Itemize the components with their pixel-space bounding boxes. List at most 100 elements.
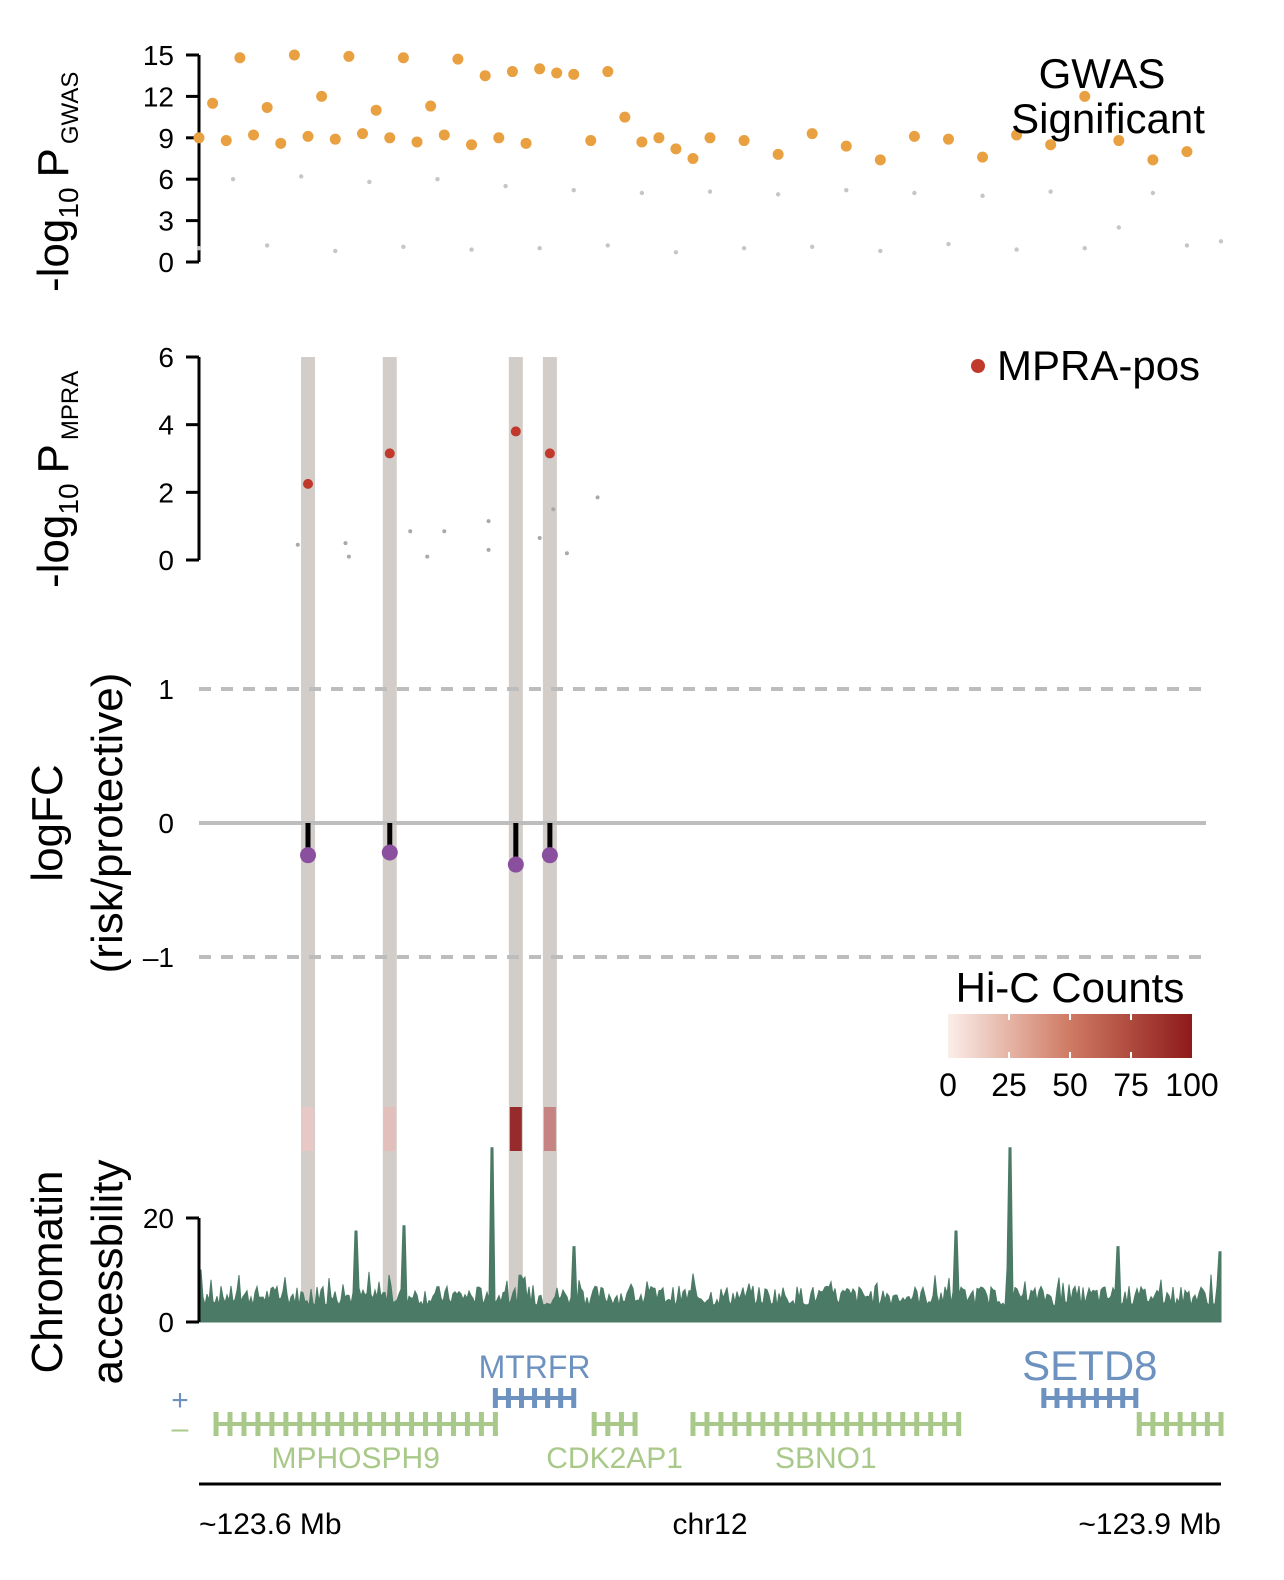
gwas-sig-point bbox=[397, 52, 409, 64]
highlight-bands bbox=[301, 357, 557, 1305]
logfc-points bbox=[300, 823, 558, 873]
mpra-other-point bbox=[486, 519, 491, 524]
gwas-sig-point bbox=[1011, 129, 1023, 141]
gwas-nonsig-point bbox=[503, 183, 508, 189]
mpra-other-point bbox=[295, 542, 300, 547]
gwas-sig-point bbox=[370, 104, 382, 116]
minus-gene-exon bbox=[1191, 1412, 1197, 1436]
gwas-sig-point bbox=[411, 136, 423, 148]
gwas-sig-point bbox=[261, 101, 273, 113]
gwas-sig-point bbox=[704, 132, 716, 144]
plus-gene-exon bbox=[1120, 1388, 1126, 1408]
gwas-y-label-main: -log bbox=[29, 219, 78, 292]
plus-gene-exon bbox=[1041, 1388, 1047, 1408]
minus-gene-exon bbox=[1177, 1412, 1183, 1436]
mpra-other-point bbox=[551, 507, 556, 512]
minus-gene-exon bbox=[395, 1412, 401, 1436]
minus-gene-exon bbox=[478, 1412, 484, 1436]
gwas-sig-point bbox=[636, 136, 648, 148]
minus-gene-exon bbox=[311, 1412, 317, 1436]
gwas-sig-point bbox=[288, 49, 300, 61]
gwas-sig-point bbox=[234, 52, 246, 64]
gwas-sig-point bbox=[977, 151, 989, 163]
gwas-nonsig-point bbox=[401, 244, 406, 250]
minus-gene-exon bbox=[367, 1412, 373, 1436]
mpra-y-label-p: P bbox=[29, 444, 78, 473]
gwas-sig-point bbox=[1079, 90, 1091, 102]
genes-plus-strand: MTRFR SETD8 bbox=[479, 1342, 1158, 1408]
hic-scale-label: 50 bbox=[1052, 1067, 1088, 1103]
mpra-other-point bbox=[595, 495, 600, 500]
gwas-sig-point bbox=[670, 143, 682, 155]
hic-scale-label: 75 bbox=[1113, 1067, 1149, 1103]
hic-tile bbox=[509, 1107, 522, 1151]
accessibility-tick-label: 0 bbox=[158, 1307, 174, 1338]
mpra-tick-label: 0 bbox=[158, 545, 174, 576]
accessibility-y-label-line2: accessbility bbox=[83, 1160, 132, 1385]
logfc-panel: 1 0 –1 logFC (risk/protective) bbox=[23, 673, 1206, 974]
minus-gene-exon bbox=[227, 1412, 233, 1436]
minus-gene-exon bbox=[802, 1412, 808, 1436]
gwas-nonsig-point bbox=[1184, 243, 1190, 248]
minus-gene-exon bbox=[339, 1412, 345, 1436]
hic-tile bbox=[302, 1107, 315, 1151]
minus-gene-exon bbox=[718, 1412, 724, 1436]
gwas-sig-point bbox=[551, 67, 563, 79]
logfc-y-label-line2: (risk/protective) bbox=[83, 673, 132, 974]
x-axis: ~123.6 Mb chr12 ~123.9 Mb bbox=[199, 1482, 1221, 1541]
plus-gene-exon bbox=[558, 1388, 564, 1408]
gwas-nonsig-point bbox=[537, 246, 542, 251]
minus-gene-exon bbox=[858, 1412, 864, 1436]
gwas-nonsig-point bbox=[1048, 189, 1053, 194]
minus-gene-exon bbox=[872, 1412, 878, 1436]
minus-gene-exon bbox=[774, 1412, 780, 1436]
accessibility-track bbox=[198, 1147, 1222, 1323]
plus-gene-exon bbox=[518, 1388, 524, 1408]
mpra-pos-point bbox=[303, 478, 314, 489]
gwas-sig-point bbox=[438, 129, 450, 141]
gwas-sig-point bbox=[1045, 139, 1057, 151]
gwas-y-label-sub: 10 bbox=[53, 187, 84, 218]
minus-gene-exon bbox=[1163, 1412, 1169, 1436]
mpra-panel: 0 2 4 6 -log10 P MPRA MPRA-pos bbox=[29, 342, 1200, 588]
logfc-tick-label: –1 bbox=[143, 942, 174, 973]
mpra-pos-point bbox=[510, 426, 521, 437]
minus-gene-exon bbox=[704, 1412, 710, 1436]
gwas-nonsig-point bbox=[1082, 246, 1087, 251]
minus-gene-exon bbox=[1218, 1412, 1224, 1436]
mpra-other-point bbox=[346, 554, 351, 559]
gwas-nonsig-point bbox=[1150, 190, 1156, 196]
hic-scale-ticks: 0 25 50 75 100 bbox=[939, 1014, 1219, 1103]
gwas-nonsig-point bbox=[810, 244, 815, 250]
minus-gene-exon bbox=[241, 1412, 247, 1436]
minus-gene-exon bbox=[283, 1412, 289, 1436]
genes-minus-strand: MPHOSPH9 CDK2AP1 SBNO1 bbox=[213, 1412, 1224, 1475]
gwas-tick-label: 3 bbox=[158, 206, 174, 237]
gwas-sig-point bbox=[1181, 146, 1193, 158]
mpra-y-label-sub: 10 bbox=[53, 483, 84, 514]
gwas-y-label-subscript: GWAS bbox=[57, 72, 84, 144]
plus-gene-exon bbox=[1107, 1388, 1113, 1408]
hic-scale-label: 25 bbox=[991, 1067, 1027, 1103]
mpra-tick-label: 2 bbox=[158, 477, 174, 508]
gwas-sig-point bbox=[275, 137, 287, 149]
gwas-sig-point bbox=[425, 100, 437, 112]
logfc-point bbox=[300, 847, 317, 864]
minus-gene-exon bbox=[450, 1412, 456, 1436]
gwas-nonsig-point bbox=[639, 190, 645, 196]
minus-gene-exon bbox=[632, 1412, 638, 1436]
minus-gene-exon bbox=[269, 1412, 275, 1436]
gwas-tick-label: 0 bbox=[158, 247, 174, 278]
minus-gene-exon bbox=[591, 1412, 597, 1436]
plus-gene-exon bbox=[1133, 1388, 1139, 1408]
gwas-nonsig-point bbox=[367, 179, 372, 185]
gene-label-plus: MTRFR bbox=[479, 1349, 591, 1385]
mpra-legend-swatch bbox=[971, 359, 985, 373]
gwas-sig-point bbox=[466, 139, 478, 151]
minus-gene-exon bbox=[886, 1412, 892, 1436]
mpra-tick-label: 6 bbox=[158, 342, 174, 373]
gwas-sig-point bbox=[568, 68, 580, 80]
logfc-y-label-line1: logFC bbox=[23, 764, 72, 881]
gwas-tick-label: 6 bbox=[158, 164, 174, 195]
